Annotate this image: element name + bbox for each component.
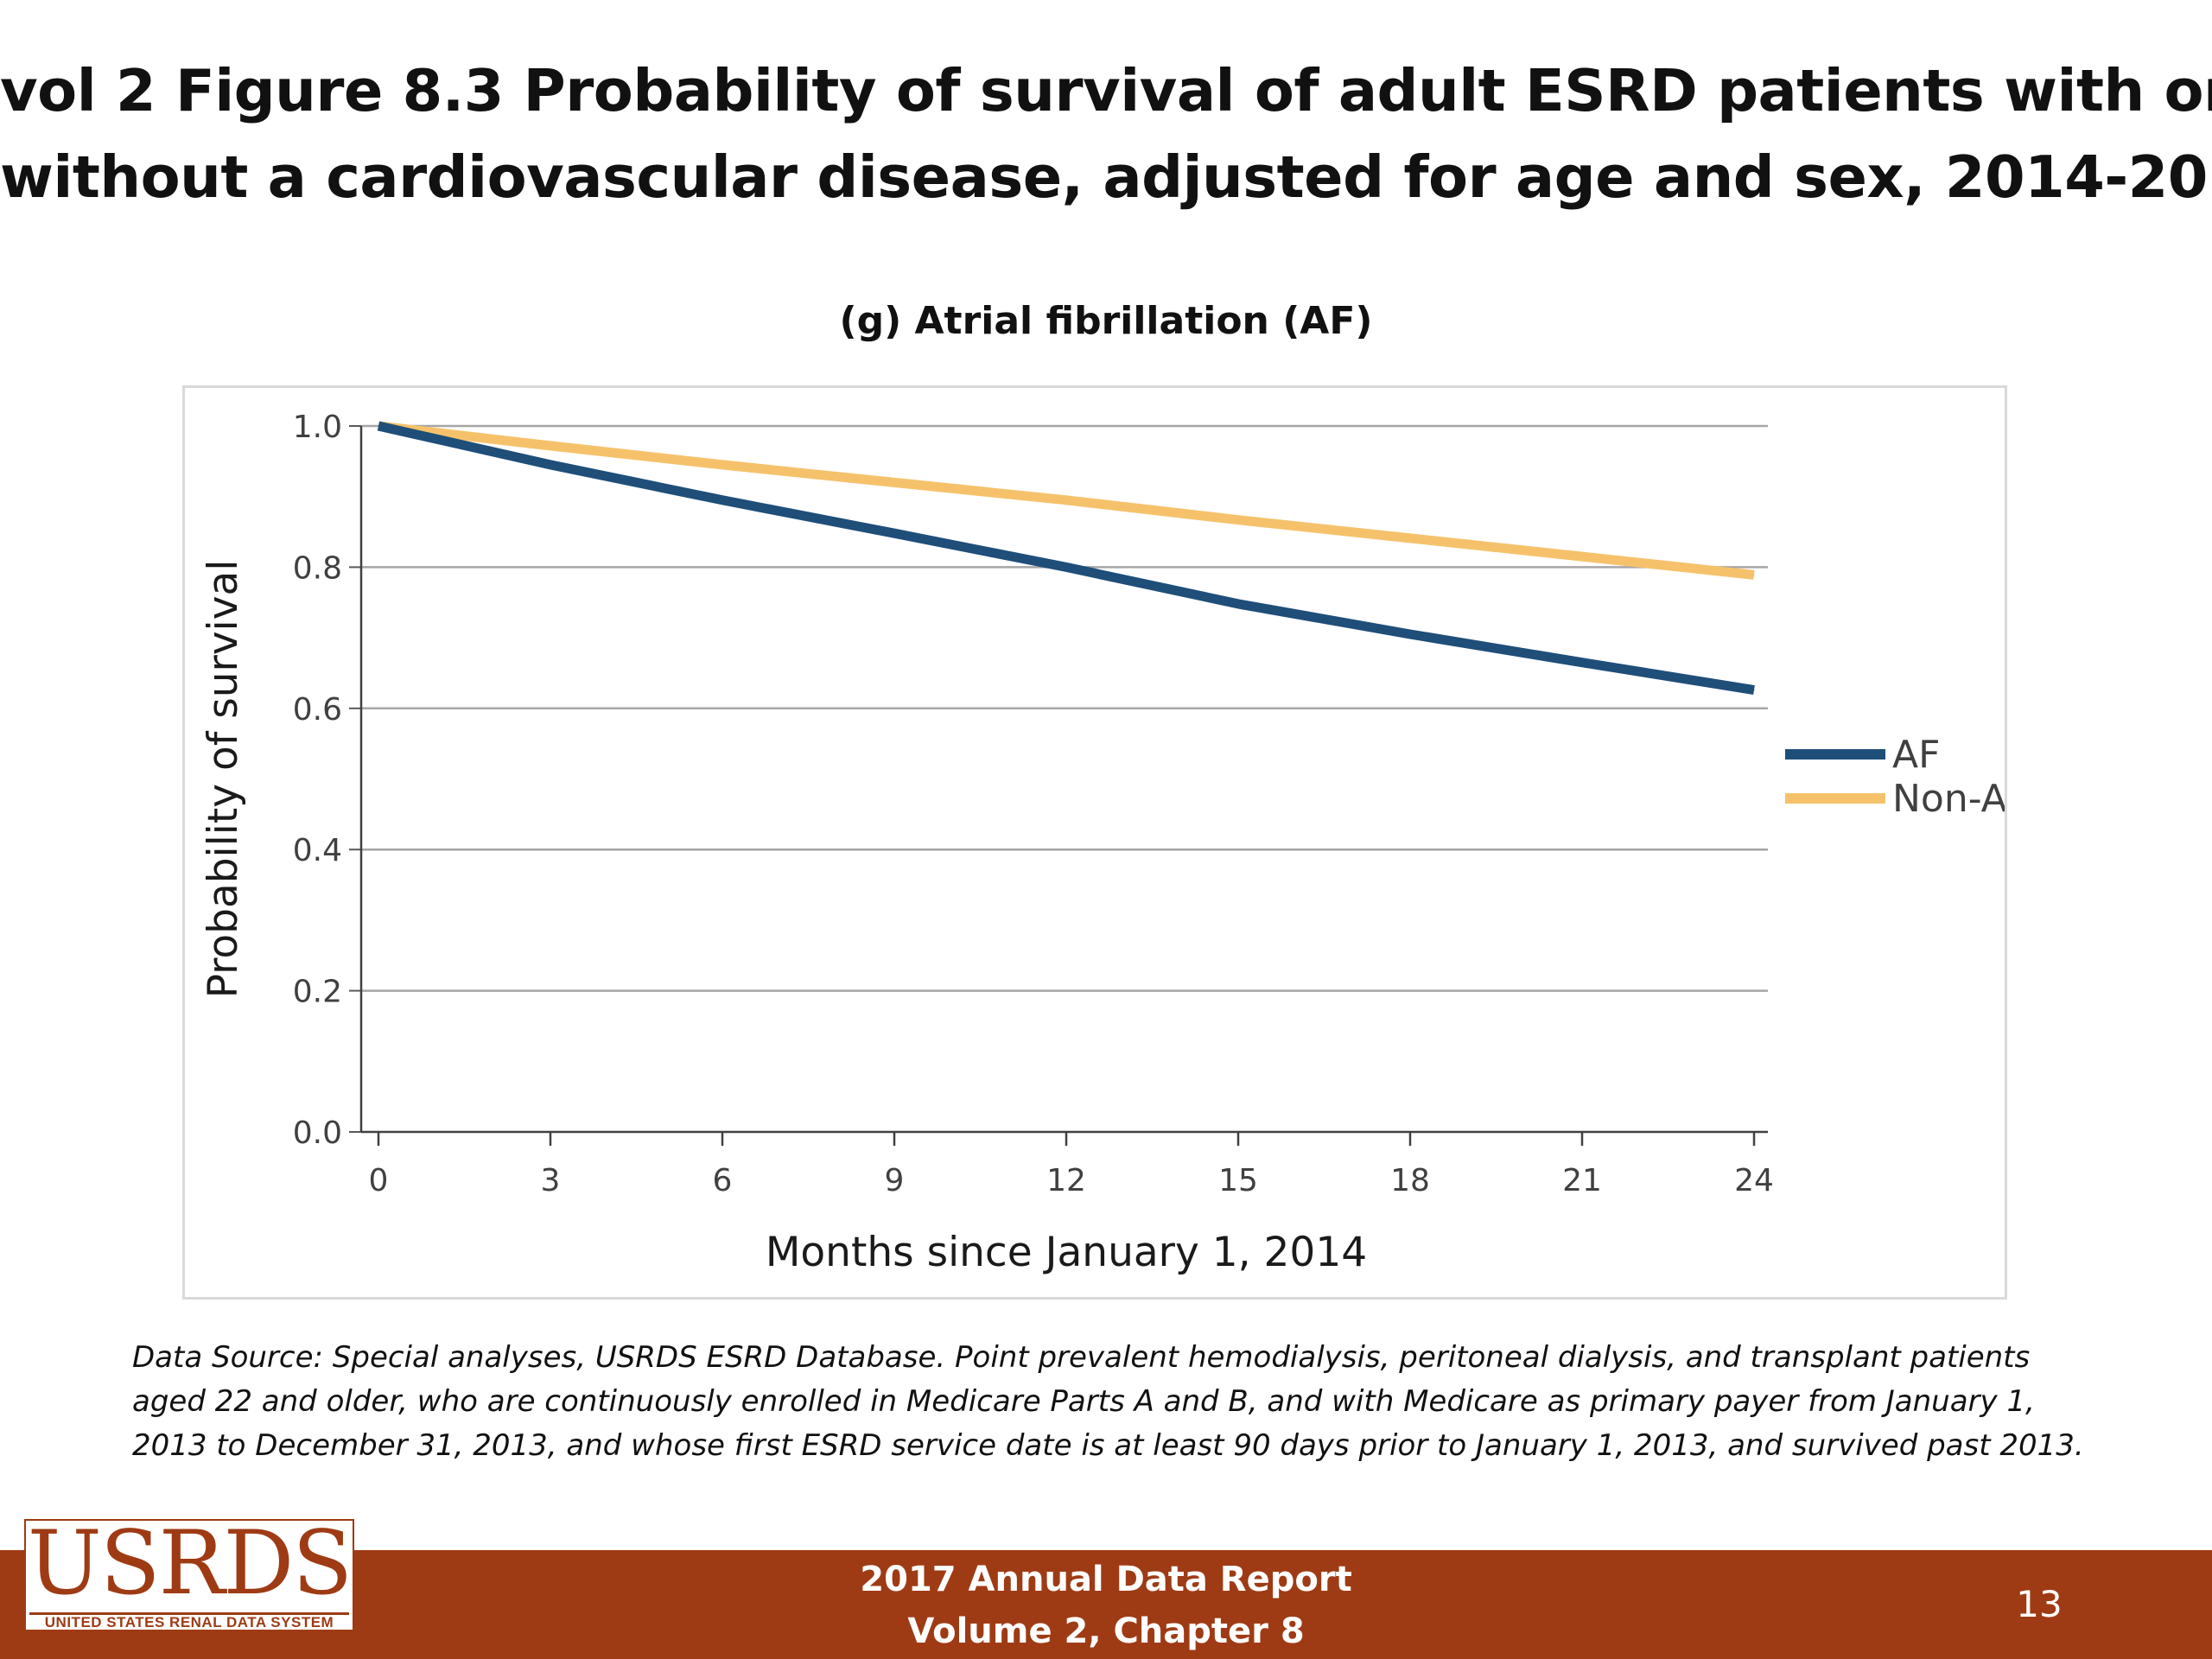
x-tick-label-3: 9 bbox=[885, 1163, 905, 1198]
logo-wordmark: USRDS bbox=[27, 1512, 353, 1615]
data-point-1-2 bbox=[721, 464, 723, 466]
data-point-0-7 bbox=[1581, 662, 1583, 664]
slide-title-line-1: vol 2 Figure 8.3 Probability of survival… bbox=[0, 57, 2212, 124]
data-point-0-0 bbox=[378, 425, 379, 427]
data-point-0-1 bbox=[550, 464, 551, 466]
footnote-line-1: Data Source: Special analyses, USRDS ESR… bbox=[132, 1340, 2031, 1375]
x-tick-label-6: 18 bbox=[1390, 1163, 1430, 1198]
data-source-footnote: Data Source: Special analyses, USRDS ESR… bbox=[132, 1336, 2120, 1468]
x-tick-label-5: 15 bbox=[1218, 1163, 1258, 1198]
report-volume: Volume 2, Chapter 8 bbox=[907, 1611, 1305, 1651]
usrds-logo: USRDS UNITED STATES RENAL DATA SYSTEM bbox=[24, 1512, 354, 1631]
y-axis-title: Probability of survival bbox=[200, 560, 247, 999]
x-tick-label-4: 12 bbox=[1046, 1163, 1086, 1198]
y-tick-label-3: 0.6 bbox=[293, 692, 342, 728]
x-tick-label-0: 0 bbox=[369, 1163, 389, 1198]
chart-title: (g) Atrial fibrillation (AF) bbox=[839, 299, 1373, 343]
data-point-1-3 bbox=[893, 481, 895, 483]
legend-label-non-af: Non-AF bbox=[1892, 777, 2005, 821]
data-point-0-6 bbox=[1409, 633, 1411, 635]
x-axis-title: Months since January 1, 2014 bbox=[766, 1229, 1367, 1276]
legend-label-af: AF bbox=[1892, 733, 1940, 777]
y-tick-label-4: 0.8 bbox=[293, 550, 342, 586]
slide-title: vol 2 Figure 8.3 Probability of survival… bbox=[0, 48, 2212, 220]
series-line-af bbox=[377, 421, 1755, 696]
y-tick-label-5: 1.0 bbox=[293, 410, 342, 445]
y-tick-label-1: 0.2 bbox=[293, 975, 342, 1010]
y-tick-label-0: 0.0 bbox=[293, 1116, 342, 1151]
data-point-1-6 bbox=[1409, 537, 1411, 539]
slide-title-line-2: without a cardiovascular disease, adjust… bbox=[0, 143, 2212, 211]
y-tick-label-2: 0.4 bbox=[293, 833, 342, 868]
x-tick-label-2: 6 bbox=[713, 1163, 733, 1198]
data-point-1-4 bbox=[1065, 499, 1067, 501]
footnote-line-3: 2013 to December 31, 2013, and whose fir… bbox=[132, 1428, 2084, 1463]
report-title: 2017 Annual Data Report bbox=[860, 1560, 1352, 1599]
data-point-1-5 bbox=[1237, 519, 1239, 521]
logo-subtext: UNITED STATES RENAL DATA SYSTEM bbox=[44, 1614, 334, 1630]
data-point-0-2 bbox=[721, 499, 723, 501]
survival-line-chart: 0.0 0.2 0.4 0.6 0.8 1.0 0 3 6 9 12 15 18 21 24 Months s… bbox=[200, 410, 2005, 1276]
footer-bar bbox=[0, 1550, 2212, 1659]
logo-rule bbox=[29, 1612, 349, 1615]
x-tick-label-7: 21 bbox=[1562, 1163, 1602, 1198]
report-info: 2017 Annual Data Report Volume 2, Chapte… bbox=[717, 1554, 1495, 1657]
chart-frame: 0.0 0.2 0.4 0.6 0.8 1.0 0 3 6 9 12 15 18 21 24 Months s… bbox=[182, 385, 2007, 1300]
data-point-0-3 bbox=[893, 532, 895, 534]
page-number: 13 bbox=[2016, 1583, 2063, 1625]
data-point-1-1 bbox=[550, 445, 551, 447]
footnote-line-2: aged 22 and older, who are continuously … bbox=[132, 1384, 2035, 1419]
x-tick-label-1: 3 bbox=[541, 1163, 561, 1198]
data-point-0-5 bbox=[1237, 603, 1239, 605]
data-point-0-4 bbox=[1065, 566, 1067, 568]
data-point-1-7 bbox=[1581, 556, 1583, 557]
x-tick-label-8: 24 bbox=[1734, 1163, 1774, 1198]
